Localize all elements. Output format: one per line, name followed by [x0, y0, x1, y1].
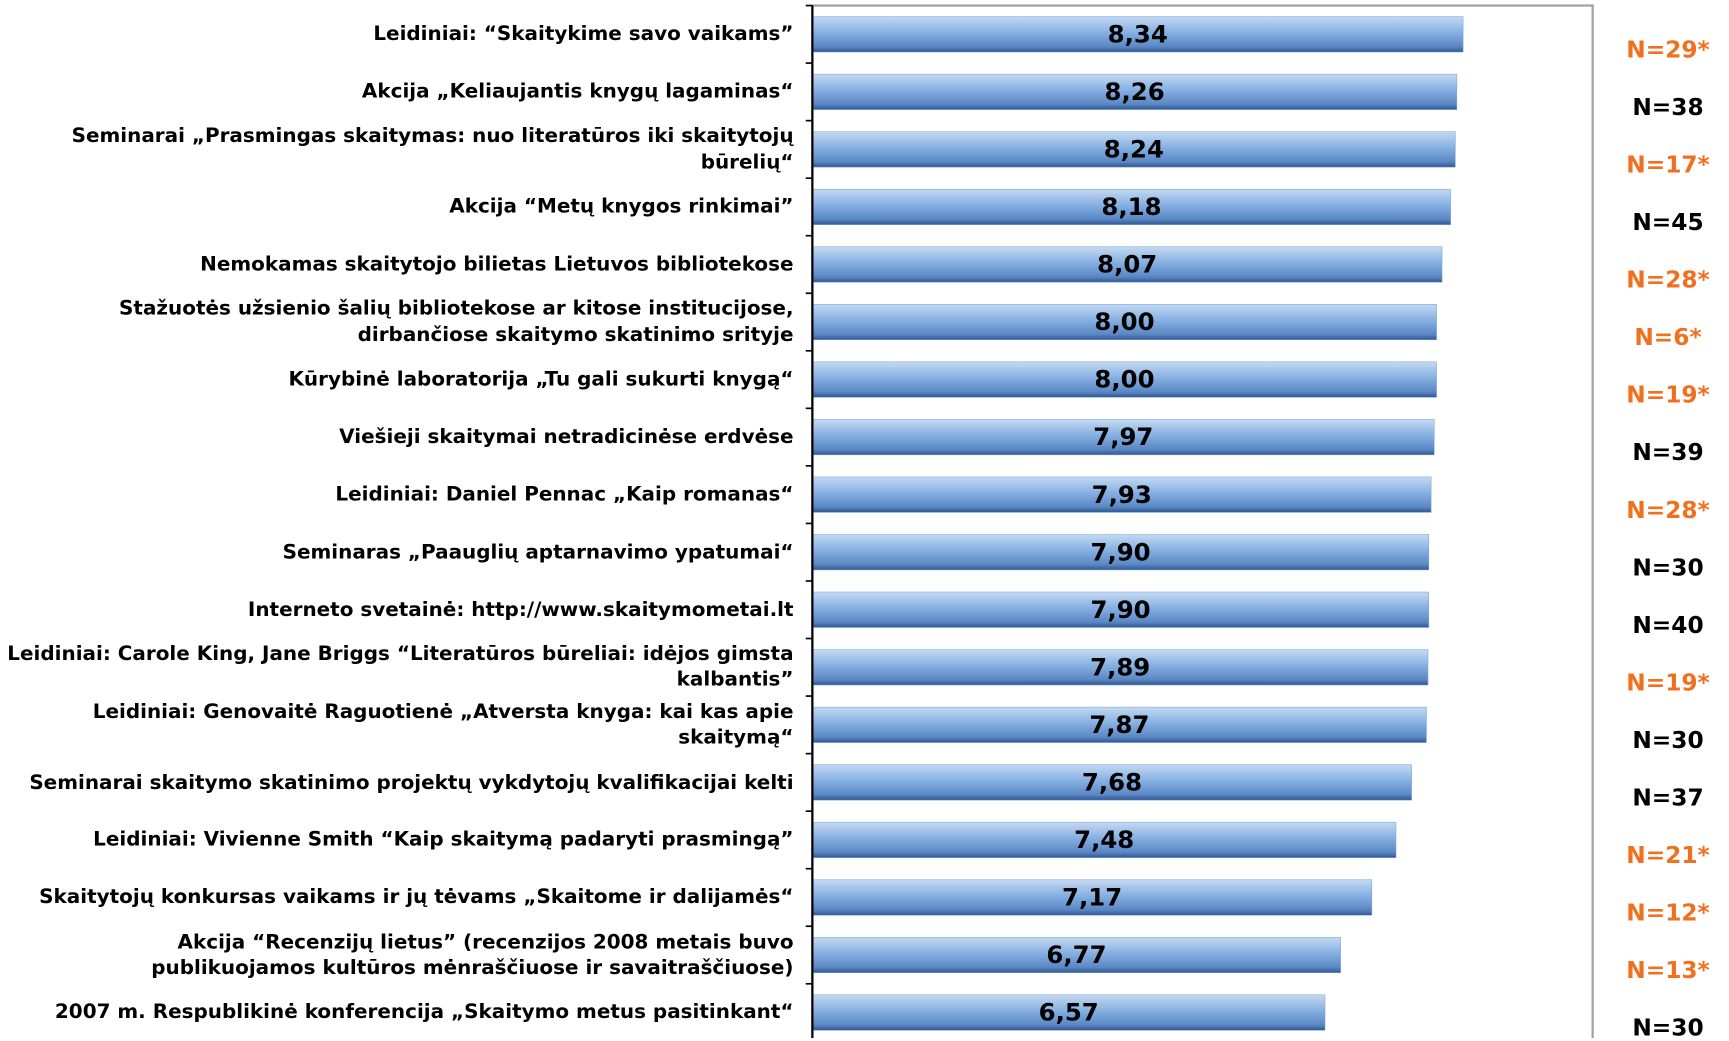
bar	[812, 16, 1464, 53]
n-label: N=6*	[1634, 324, 1701, 351]
category-label: 2007 m. Respublikinė konferencija „Skait…	[54, 1000, 794, 1024]
n-label: N=13*	[1626, 957, 1709, 984]
category-label: Nemokamas skaitytojo bilietas Lietuvos b…	[200, 252, 794, 276]
bar	[812, 304, 1437, 341]
category-label: Leidiniai: “Skaitykime savo vaikams”	[373, 22, 794, 46]
value-label: 7,93	[1092, 480, 1152, 509]
value-label: 6,57	[1039, 998, 1099, 1027]
n-label: N=28*	[1626, 267, 1709, 294]
value-label: 7,48	[1074, 825, 1134, 854]
category-label: Seminarai „Prasmingas skaitymas: nuo lit…	[71, 124, 794, 174]
category-label: Akcija “Recenzijų lietus” (recenzijos 20…	[151, 930, 794, 980]
bar	[812, 937, 1341, 974]
category-label: Seminaras „Paauglių aptarnavimo ypatumai…	[282, 540, 794, 564]
category-label: Interneto svetainė: http://www.skaitymom…	[247, 597, 794, 622]
value-label: 8,18	[1101, 192, 1161, 221]
category-label: Leidiniai: Genovaitė Raguotienė „Atverst…	[92, 700, 794, 750]
n-label: N=12*	[1626, 900, 1709, 927]
n-label: N=37	[1632, 785, 1703, 812]
n-label: N=30	[1632, 1015, 1703, 1038]
bar	[812, 246, 1443, 283]
n-label: N=30	[1632, 727, 1703, 754]
bar	[812, 73, 1458, 110]
value-label: 8,00	[1094, 307, 1154, 336]
n-label: N=29*	[1626, 36, 1709, 63]
category-label: Leidiniai: Vivienne Smith “Kaip skaitymą…	[93, 828, 794, 852]
n-label: N=19*	[1626, 382, 1709, 409]
n-label: N=19*	[1626, 669, 1709, 696]
n-label: N=17*	[1626, 152, 1709, 179]
n-label: N=45	[1632, 209, 1703, 236]
value-label: 7,89	[1090, 652, 1150, 681]
value-label: 8,00	[1094, 365, 1154, 394]
bar	[812, 764, 1412, 801]
value-label: 7,90	[1091, 537, 1151, 566]
n-label: N=21*	[1626, 842, 1709, 869]
bar	[812, 649, 1429, 686]
value-label: 7,90	[1091, 595, 1151, 624]
category-label: Akcija „Keliaujantis knygų lagaminas“	[361, 79, 794, 104]
value-label: 8,24	[1104, 135, 1164, 164]
category-label: Skaitytojų konkursas vaikams ir jų tėvam…	[39, 885, 794, 909]
bar	[812, 994, 1326, 1031]
n-label: N=38	[1632, 94, 1703, 121]
value-label: 7,68	[1082, 767, 1142, 796]
n-label: N=40	[1632, 612, 1703, 639]
value-label: 8,34	[1108, 19, 1168, 48]
value-label: 6,77	[1046, 940, 1106, 969]
bar	[812, 188, 1451, 225]
category-label: Viešieji skaitymai netradicinėse erdvėse	[339, 425, 794, 449]
value-label: 8,07	[1097, 250, 1157, 279]
bar	[812, 821, 1397, 858]
value-label: 7,87	[1089, 710, 1149, 739]
value-label: 7,97	[1093, 422, 1153, 451]
category-label: Kūrybinė laboratorija „Tu gali sukurti k…	[288, 367, 794, 391]
category-label: Leidiniai: Daniel Pennac „Kaip romanas“	[335, 482, 794, 507]
n-label: N=39	[1632, 439, 1703, 466]
bar	[812, 706, 1427, 743]
value-label: 8,26	[1105, 77, 1165, 106]
bar	[812, 534, 1430, 571]
n-label: N=30	[1632, 554, 1703, 581]
n-label: N=28*	[1626, 497, 1709, 524]
bar	[812, 591, 1430, 628]
value-label: 7,17	[1062, 883, 1122, 912]
bar	[812, 131, 1456, 168]
category-label: Leidiniai: Carole King, Jane Briggs “Lit…	[7, 642, 794, 692]
category-label: Seminarai skaitymo skatinimo projektų vy…	[29, 770, 794, 794]
category-label: Akcija “Metų knygos rinkimai”	[449, 195, 794, 219]
category-label: Stažuotės užsienio šalių bibliotekose ar…	[119, 297, 794, 347]
bar	[812, 361, 1437, 398]
